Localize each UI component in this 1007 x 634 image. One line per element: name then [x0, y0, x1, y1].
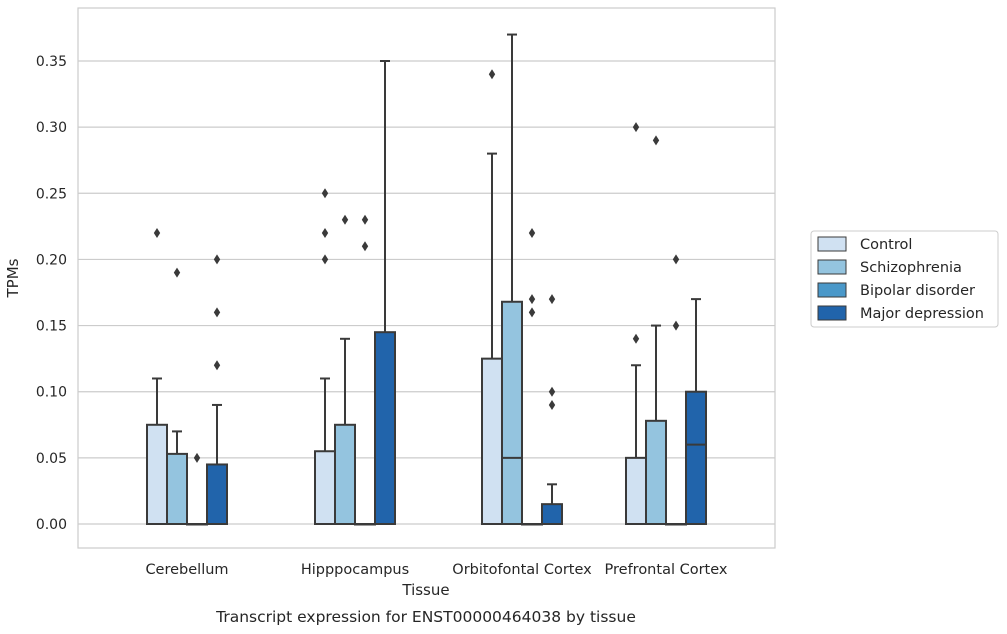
y-tick-label: 0.30 — [36, 120, 67, 136]
outlier-point — [213, 307, 221, 318]
y-tick-labels: 0.00 0.05 0.10 0.15 0.20 0.25 0.30 0.35 — [36, 54, 67, 533]
outlier-point — [528, 227, 536, 238]
y-tick-label: 0.15 — [36, 319, 67, 335]
outlier-point — [153, 227, 161, 238]
outlier-point — [213, 254, 221, 265]
outlier-point — [361, 241, 369, 252]
outlier-point — [361, 214, 369, 225]
outlier-point — [321, 227, 329, 238]
outlier-point — [321, 188, 329, 199]
box-0-1 — [314, 188, 336, 525]
box-rect — [334, 423, 356, 525]
box-rect — [541, 503, 563, 525]
x-tick-label: Orbitofontal Cortex — [452, 562, 592, 578]
outlier-point — [548, 386, 556, 397]
outlier-point — [652, 135, 660, 146]
x-tick-label: Hipppocampus — [301, 562, 409, 578]
box-rect — [501, 300, 523, 526]
box-rect — [374, 331, 396, 525]
plot-frame — [77, 7, 776, 549]
box-rect — [146, 423, 168, 525]
legend-frame — [810, 230, 999, 328]
outlier-point — [193, 452, 201, 463]
legend-swatch — [817, 305, 847, 321]
boxes — [146, 33, 707, 526]
y-tick-label: 0.35 — [36, 54, 67, 70]
legend-swatch — [817, 236, 847, 252]
outlier-point — [632, 333, 640, 344]
y-tick-label: 0.25 — [36, 186, 67, 202]
outlier-point — [173, 267, 181, 278]
x-tick-label: Cerebellum — [145, 562, 228, 578]
box-rect — [645, 419, 667, 525]
box-rect — [685, 390, 707, 526]
x-axis-label: Tissue — [401, 581, 449, 599]
outlier-point — [672, 254, 680, 265]
box-1-3 — [645, 135, 667, 525]
legend-swatch — [817, 282, 847, 298]
box-0-2 — [481, 69, 503, 525]
outlier-point — [672, 320, 680, 331]
legend: Control Schizophrenia Bipolar disorder Majo… — [810, 230, 999, 328]
x-tick-label: Prefrontal Cortex — [605, 562, 728, 578]
outlier-point — [321, 254, 329, 265]
box-3-2 — [541, 294, 563, 525]
box-rect — [206, 463, 228, 526]
y-axis-label: TPMs — [4, 258, 22, 298]
chart-caption: Transcript expression for ENST0000046403… — [215, 608, 636, 626]
box-rect — [481, 357, 503, 525]
outlier-point — [213, 360, 221, 371]
legend-label: Major depression — [860, 306, 984, 322]
box-1-0 — [166, 267, 188, 526]
outlier-point — [488, 69, 496, 80]
box-rect — [314, 450, 336, 525]
box-rect — [166, 452, 188, 526]
legend-label: Bipolar disorder — [860, 283, 975, 299]
legend-swatch — [817, 259, 847, 275]
box-0-3 — [625, 122, 647, 526]
box-1-2 — [501, 33, 523, 526]
box-2-3 — [665, 254, 687, 526]
legend-label: Schizophrenia — [860, 260, 962, 276]
y-tick-label: 0.00 — [36, 517, 67, 533]
outlier-point — [341, 214, 349, 225]
box-3-0 — [206, 254, 228, 526]
outlier-point — [632, 122, 640, 133]
outlier-point — [548, 399, 556, 410]
box-rect — [625, 456, 647, 526]
box-2-0 — [186, 452, 208, 526]
y-tick-label: 0.05 — [36, 451, 67, 467]
box-3-3 — [685, 298, 707, 526]
outlier-point — [528, 294, 536, 305]
box-3-1 — [374, 60, 396, 525]
box-1-1 — [334, 214, 356, 525]
outlier-point — [528, 307, 536, 318]
outlier-point — [548, 294, 556, 305]
x-tick-labels: Cerebellum Hipppocampus Orbitofontal Corte… — [145, 562, 727, 578]
box-0-0 — [146, 227, 168, 525]
y-tick-label: 0.10 — [36, 385, 67, 401]
box-2-2 — [521, 227, 543, 526]
y-tick-label: 0.20 — [36, 252, 67, 268]
legend-label: Control — [860, 237, 912, 253]
box-2-1 — [354, 214, 376, 526]
